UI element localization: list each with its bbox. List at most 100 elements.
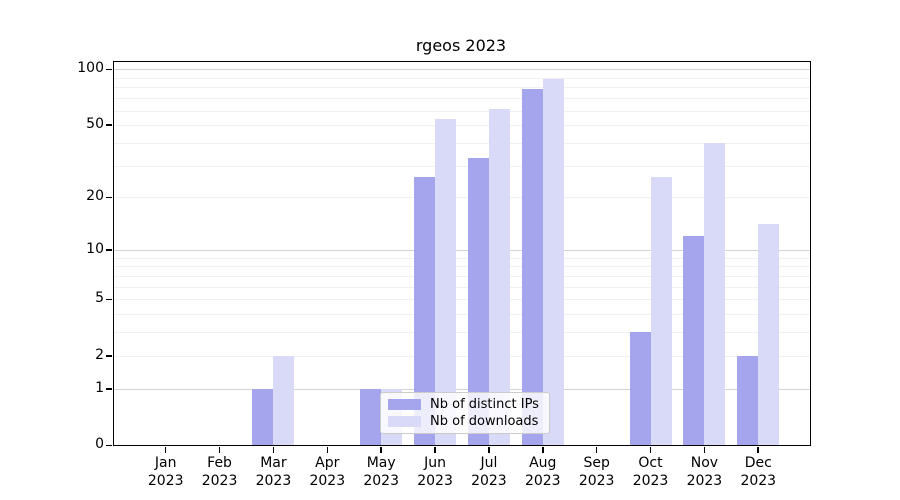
x-tick-mark (434, 446, 436, 453)
gridline-minor (114, 355, 810, 357)
x-tick-month: Jul (480, 455, 498, 471)
x-tick-mark (326, 446, 329, 453)
legend-item-downloads: Nb of downloads (388, 414, 542, 429)
y-tick-label: 5 (95, 290, 104, 307)
gridline-minor (114, 77, 810, 79)
bar-ips-jun (414, 176, 436, 445)
x-tick-label-aug: Aug 2023 (508, 454, 578, 490)
y-tick-label: 2 (95, 346, 104, 363)
x-tick-year: 2023 (417, 473, 453, 489)
x-tick-mark (218, 446, 221, 453)
y-tick-label: 20 (86, 188, 104, 205)
gridline-minor (114, 98, 810, 100)
gridline-major (114, 69, 810, 71)
y-tick-mark (106, 388, 113, 390)
x-tick-year: 2023 (740, 473, 777, 489)
x-tick-month: Jan (154, 455, 177, 471)
x-tick-label-nov: Nov 2023 (669, 454, 739, 490)
x-tick-mark (380, 446, 382, 453)
x-tick-year: 2023 (147, 473, 184, 489)
x-tick-label-jun: Jun 2023 (400, 454, 470, 490)
legend-label: Nb of downloads (430, 414, 539, 429)
legend: Nb of distinct IPs Nb of downloads (380, 392, 550, 434)
bar-downloads-dec (758, 224, 780, 445)
gridline-minor (114, 165, 810, 167)
gridline-minor (114, 286, 810, 288)
x-tick-year: 2023 (201, 473, 238, 489)
bar-ips-aug (521, 89, 543, 445)
x-tick-month: Sep (583, 455, 610, 471)
x-tick-month: May (366, 455, 396, 471)
gridline-major (114, 250, 810, 252)
gridline-minor (114, 266, 810, 268)
x-tick-year: 2023 (524, 473, 561, 489)
y-tick-mark (106, 444, 113, 447)
x-tick-year: 2023 (363, 473, 399, 489)
gridline-minor (114, 257, 810, 259)
bar-ips-jul (467, 157, 489, 445)
bar-downloads-oct (650, 176, 672, 445)
x-tick-month: Mar (260, 455, 287, 471)
y-tick-mark (106, 124, 113, 126)
y-tick-mark (106, 196, 113, 199)
x-tick-mark (272, 446, 275, 453)
legend-label: Nb of distinct IPs (430, 397, 539, 412)
x-tick-month: Nov (690, 455, 719, 471)
x-tick-mark (649, 446, 652, 453)
x-tick-mark (541, 446, 544, 453)
bar-downloads-nov (704, 142, 726, 445)
x-tick-label-sep: Sep 2023 (562, 454, 632, 490)
x-tick-month: Jun (424, 455, 446, 471)
x-tick-month: Dec (744, 455, 772, 471)
x-tick-year: 2023 (578, 473, 615, 489)
x-tick-label-may: May 2023 (346, 454, 416, 490)
x-tick-year: 2023 (471, 473, 507, 489)
bar-downloads-aug (542, 78, 564, 445)
y-tick-mark (106, 355, 113, 357)
y-tick-label: 0 (95, 436, 104, 453)
gridline-minor (114, 332, 810, 334)
x-tick-mark (488, 446, 490, 453)
x-tick-year: 2023 (309, 473, 346, 489)
bar-downloads-jul (488, 108, 510, 445)
y-tick-label: 10 (86, 241, 104, 258)
x-tick-mark (703, 446, 706, 453)
gridline-major (114, 388, 810, 390)
bar-ips-dec (737, 355, 759, 445)
legend-item-distinct-ips: Nb of distinct IPs (388, 397, 542, 412)
gridline-minor (114, 299, 810, 301)
x-tick-label-oct: Oct 2023 (616, 454, 686, 490)
legend-swatch-downloads (388, 416, 421, 427)
gridline-minor (114, 87, 810, 89)
gridline-minor (114, 275, 810, 277)
y-tick-mark (106, 249, 113, 251)
gridline-minor (114, 110, 810, 112)
x-tick-month: Apr (315, 455, 340, 471)
x-tick-month: Oct (638, 455, 663, 471)
chart-title: rgeos 2023 (415, 36, 507, 55)
x-tick-label-mar: Mar 2023 (238, 454, 308, 490)
x-tick-mark (164, 446, 167, 453)
x-tick-month: Feb (207, 455, 232, 471)
bar-ips-oct (629, 332, 651, 445)
x-tick-mark (595, 446, 598, 453)
x-tick-mark (757, 446, 760, 453)
legend-swatch-distinct-ips (388, 399, 421, 410)
gridline-minor (114, 142, 810, 144)
y-tick-label: 50 (86, 116, 104, 133)
bar-ips-nov (683, 236, 705, 445)
bar-downloads-mar (273, 355, 295, 445)
y-tick-mark (106, 298, 113, 301)
x-tick-label-jul: Jul 2023 (454, 454, 524, 490)
bar-downloads-jun (435, 118, 457, 445)
bar-ips-may (360, 388, 382, 445)
y-tick-mark (106, 68, 113, 71)
x-tick-year: 2023 (255, 473, 292, 489)
bar-ips-mar (252, 388, 274, 445)
plot-area: Nb of distinct IPs Nb of downloads 0 1 2 5 1… (77, 60, 811, 489)
x-tick-year: 2023 (686, 473, 723, 489)
x-tick-year: 2023 (632, 473, 669, 489)
x-tick-month: Aug (529, 455, 557, 471)
y-tick-label: 1 (95, 379, 104, 396)
